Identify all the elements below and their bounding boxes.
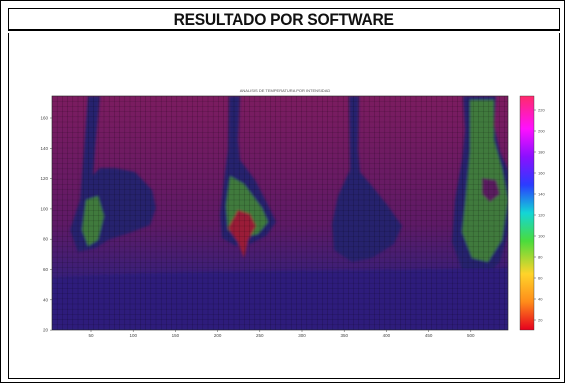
colorbar-tick-label: 180 [538, 150, 545, 155]
colorbar-tick-label: 220 [538, 108, 545, 113]
x-tick-label: 100 [129, 333, 137, 338]
colorbar-tick-label: 160 [538, 171, 545, 176]
y-tick-label: 140 [40, 146, 48, 151]
result-panel [8, 33, 560, 379]
colorbar-tick-label: 200 [538, 129, 545, 134]
x-tick-label: 400 [383, 333, 391, 338]
hot-region-1 [82, 196, 104, 246]
bottom-cool-band [52, 268, 508, 330]
shape-column-3 [332, 96, 402, 262]
chart-title: ANALISIS DE TEMPERATURA POR INTENSIDAD [240, 88, 331, 93]
heatmap-grid [52, 96, 508, 330]
plot-border [51, 95, 509, 331]
x-tick-label: 450 [425, 333, 433, 338]
colorbar-tick-label: 120 [538, 213, 545, 218]
colorbar-tick-label: 60 [538, 276, 543, 281]
y-tick-label: 80 [43, 237, 49, 242]
cool-pocket-4 [482, 178, 500, 202]
colorbar-tick-label: 100 [538, 234, 545, 239]
x-tick-label: 150 [172, 333, 180, 338]
colorbar-tick-label: 40 [538, 297, 543, 302]
x-axis: 50 100 150 200 250 300 350 400 450 500 [88, 330, 475, 338]
colorbar-tick-label: 140 [538, 192, 545, 197]
colorbar [519, 95, 535, 331]
y-tick-label: 60 [43, 267, 49, 272]
page-title: RESULTADO POR SOFTWARE [173, 10, 395, 29]
x-tick-label: 300 [298, 333, 306, 338]
y-tick-label: 20 [43, 328, 49, 333]
y-tick-label: 160 [40, 116, 48, 121]
y-tick-label: 40 [43, 297, 49, 302]
x-tick-label: 350 [340, 333, 348, 338]
x-tick-label: 250 [256, 333, 264, 338]
colorbar-tick-label: 20 [538, 318, 543, 323]
x-tick-label: 50 [88, 333, 94, 338]
y-tick-label: 120 [40, 176, 48, 181]
header-bar: RESULTADO POR SOFTWARE [8, 8, 560, 31]
colorbar-axis: 220 200 180 160 140 120 100 80 60 40 20 [534, 108, 545, 323]
x-tick-label: 200 [214, 333, 222, 338]
y-tick-label: 100 [40, 206, 48, 211]
y-axis: 160 140 120 100 80 60 40 20 [40, 116, 52, 333]
colorbar-tick-label: 80 [538, 255, 543, 260]
hot-core-2 [228, 210, 256, 258]
x-tick-label: 500 [467, 333, 475, 338]
